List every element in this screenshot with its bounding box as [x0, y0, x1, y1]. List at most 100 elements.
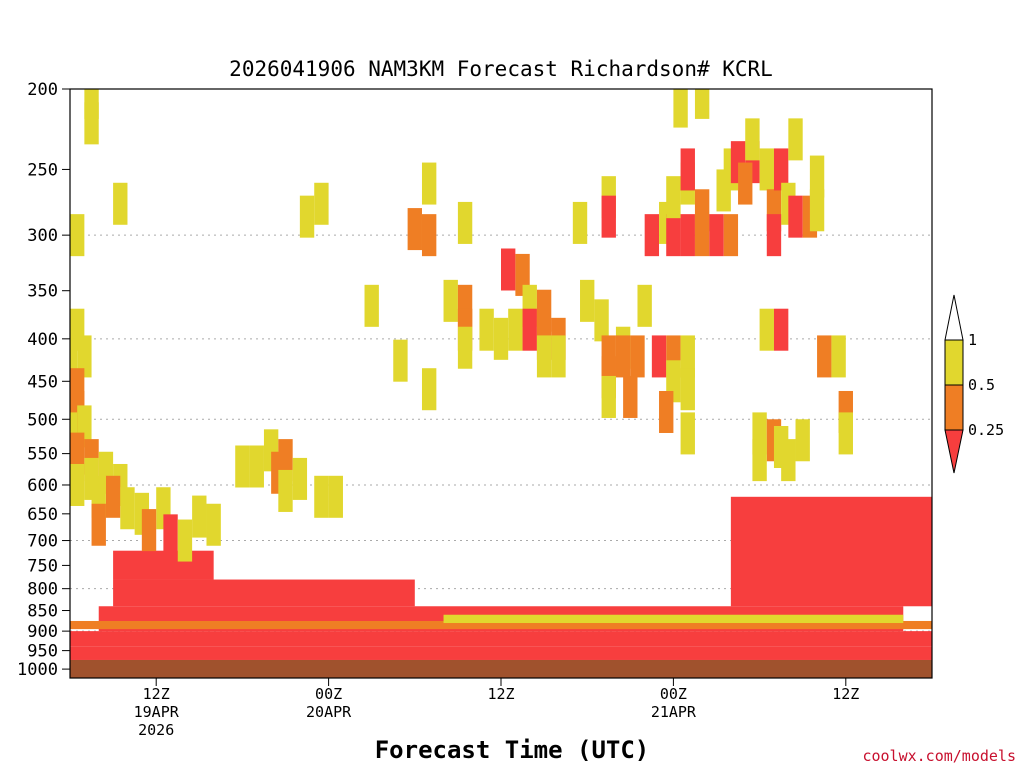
- legend-swatch: [944, 429, 964, 474]
- y-tick-label: 550: [27, 445, 58, 465]
- ri-cell: [314, 182, 329, 225]
- ri-cell: [773, 308, 789, 351]
- y-tick-label: 600: [27, 476, 58, 496]
- y-tick-label: 850: [27, 602, 58, 622]
- ri-cell: [70, 308, 85, 351]
- ri-cell: [809, 189, 825, 232]
- ri-cell: [70, 214, 85, 257]
- ri-cell: [759, 308, 774, 351]
- y-tick-label: 300: [27, 226, 58, 246]
- ri-cell: [457, 201, 473, 244]
- ri-cell: [738, 162, 753, 205]
- ri-cell: [601, 195, 616, 238]
- x-tick-label: 21APR: [651, 703, 697, 721]
- ri-cell: [673, 89, 688, 128]
- ri-cell: [795, 419, 810, 462]
- ri-cell: [407, 208, 422, 251]
- x-tick-label: 00Z: [315, 685, 342, 703]
- ri-cell: [314, 475, 329, 518]
- ri-cell: [788, 195, 803, 238]
- ri-cell: [328, 475, 343, 518]
- y-tick-label: 650: [27, 505, 58, 525]
- ri-cell: [623, 375, 638, 418]
- legend-label: 0.5: [968, 376, 995, 394]
- ri-cell: [91, 503, 106, 546]
- ri-cell: [299, 195, 315, 238]
- ri-cell: [817, 335, 832, 378]
- ri-cell: [479, 308, 494, 351]
- legend-label: 1: [968, 331, 977, 349]
- ri-cell: [680, 412, 695, 455]
- y-tick-label: 950: [27, 642, 58, 662]
- ri-cell: [680, 148, 695, 191]
- legend-swatch: [944, 384, 964, 431]
- ri-cell: [508, 308, 523, 351]
- ri-cell: [680, 368, 695, 411]
- ri-cell: [572, 201, 588, 244]
- ri-cell: [292, 457, 308, 500]
- ri-cell: [680, 335, 695, 378]
- ri-cell: [781, 439, 796, 482]
- ri-cell: [716, 169, 731, 212]
- ri-cell: [84, 102, 99, 145]
- ri-cell: [630, 335, 645, 378]
- y-tick-label: 1000: [17, 660, 58, 680]
- credit-text: coolwx.com/models: [862, 747, 1016, 765]
- ri-cell: [163, 514, 178, 557]
- legend-swatch: [944, 339, 964, 386]
- y-tick-label: 200: [27, 80, 58, 100]
- ri-cell: [105, 475, 121, 518]
- x-tick-label: 12Z: [487, 685, 514, 703]
- y-tick-label: 250: [27, 160, 58, 180]
- chart-title: 2026041906 NAM3KM Forecast Richardson# K…: [229, 57, 773, 81]
- ri-cell: [235, 445, 250, 488]
- ri-cell: [206, 503, 221, 546]
- ri-cell: [120, 487, 135, 530]
- ri-cell: [70, 463, 85, 506]
- ri-cell: [601, 375, 616, 418]
- y-tick-label: 750: [27, 556, 58, 576]
- y-tick-label: 350: [27, 282, 58, 302]
- ri-cell: [192, 495, 207, 538]
- ri-cell: [666, 176, 681, 219]
- ri-cell: [659, 390, 674, 433]
- ri-cell: [637, 284, 652, 327]
- ri-cell: [788, 118, 803, 161]
- ri-cell: [580, 279, 595, 322]
- ri-cell: [694, 89, 710, 119]
- x-tick-label: 12Z: [832, 685, 859, 703]
- ri-cell: [723, 214, 739, 257]
- ground-layer: [70, 659, 932, 678]
- ri-band: [443, 614, 904, 624]
- ri-band: [70, 646, 932, 660]
- ri-cell: [651, 335, 667, 378]
- y-tick-label: 400: [27, 330, 58, 350]
- ri-cell: [680, 214, 695, 257]
- ri-cell: [838, 412, 853, 455]
- ri-cell: [759, 148, 774, 191]
- ri-cell: [644, 214, 660, 257]
- ri-cell: [745, 118, 760, 161]
- ri-cell: [831, 335, 846, 378]
- ri-cell: [773, 148, 789, 191]
- ri-cell: [364, 284, 379, 327]
- legend: 1 0.5 0.25: [944, 294, 1004, 474]
- ri-cell: [141, 509, 157, 552]
- ri-band: [70, 620, 932, 630]
- y-tick-label: 700: [27, 532, 58, 552]
- legend-swatch: [944, 294, 964, 341]
- ri-cell: [809, 155, 825, 198]
- y-tick-label: 900: [27, 622, 58, 642]
- x-tick-label: 12Z: [143, 685, 170, 703]
- x-tick-label: 20APR: [306, 703, 352, 721]
- ri-cell: [278, 469, 293, 512]
- ri-band: [730, 496, 932, 607]
- legend-label: 0.25: [968, 421, 1004, 439]
- x-tick-label: 2026: [138, 721, 174, 739]
- ri-cell: [113, 182, 128, 225]
- y-tick-label: 500: [27, 410, 58, 430]
- ri-cell: [443, 279, 458, 322]
- y-tick-label: 800: [27, 580, 58, 600]
